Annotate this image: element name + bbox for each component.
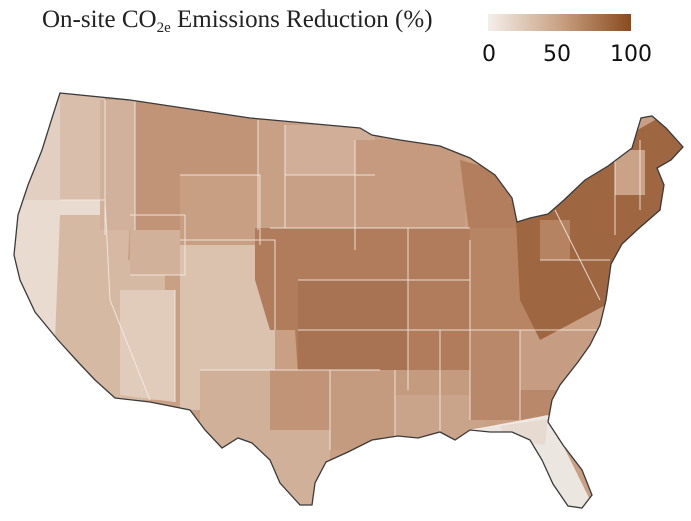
map-title: On-site CO2e Emissions Reduction (%) xyxy=(42,6,433,37)
legend-tick-100: 100 xyxy=(610,42,652,67)
legend-tick-0: 0 xyxy=(482,42,496,67)
legend-tick-50: 50 xyxy=(543,42,571,67)
legend-color-bar xyxy=(488,14,631,31)
title-subscript: 2e xyxy=(156,20,171,36)
title-prefix: On-site CO xyxy=(42,6,157,33)
title-suffix: Emissions Reduction (%) xyxy=(170,6,433,33)
